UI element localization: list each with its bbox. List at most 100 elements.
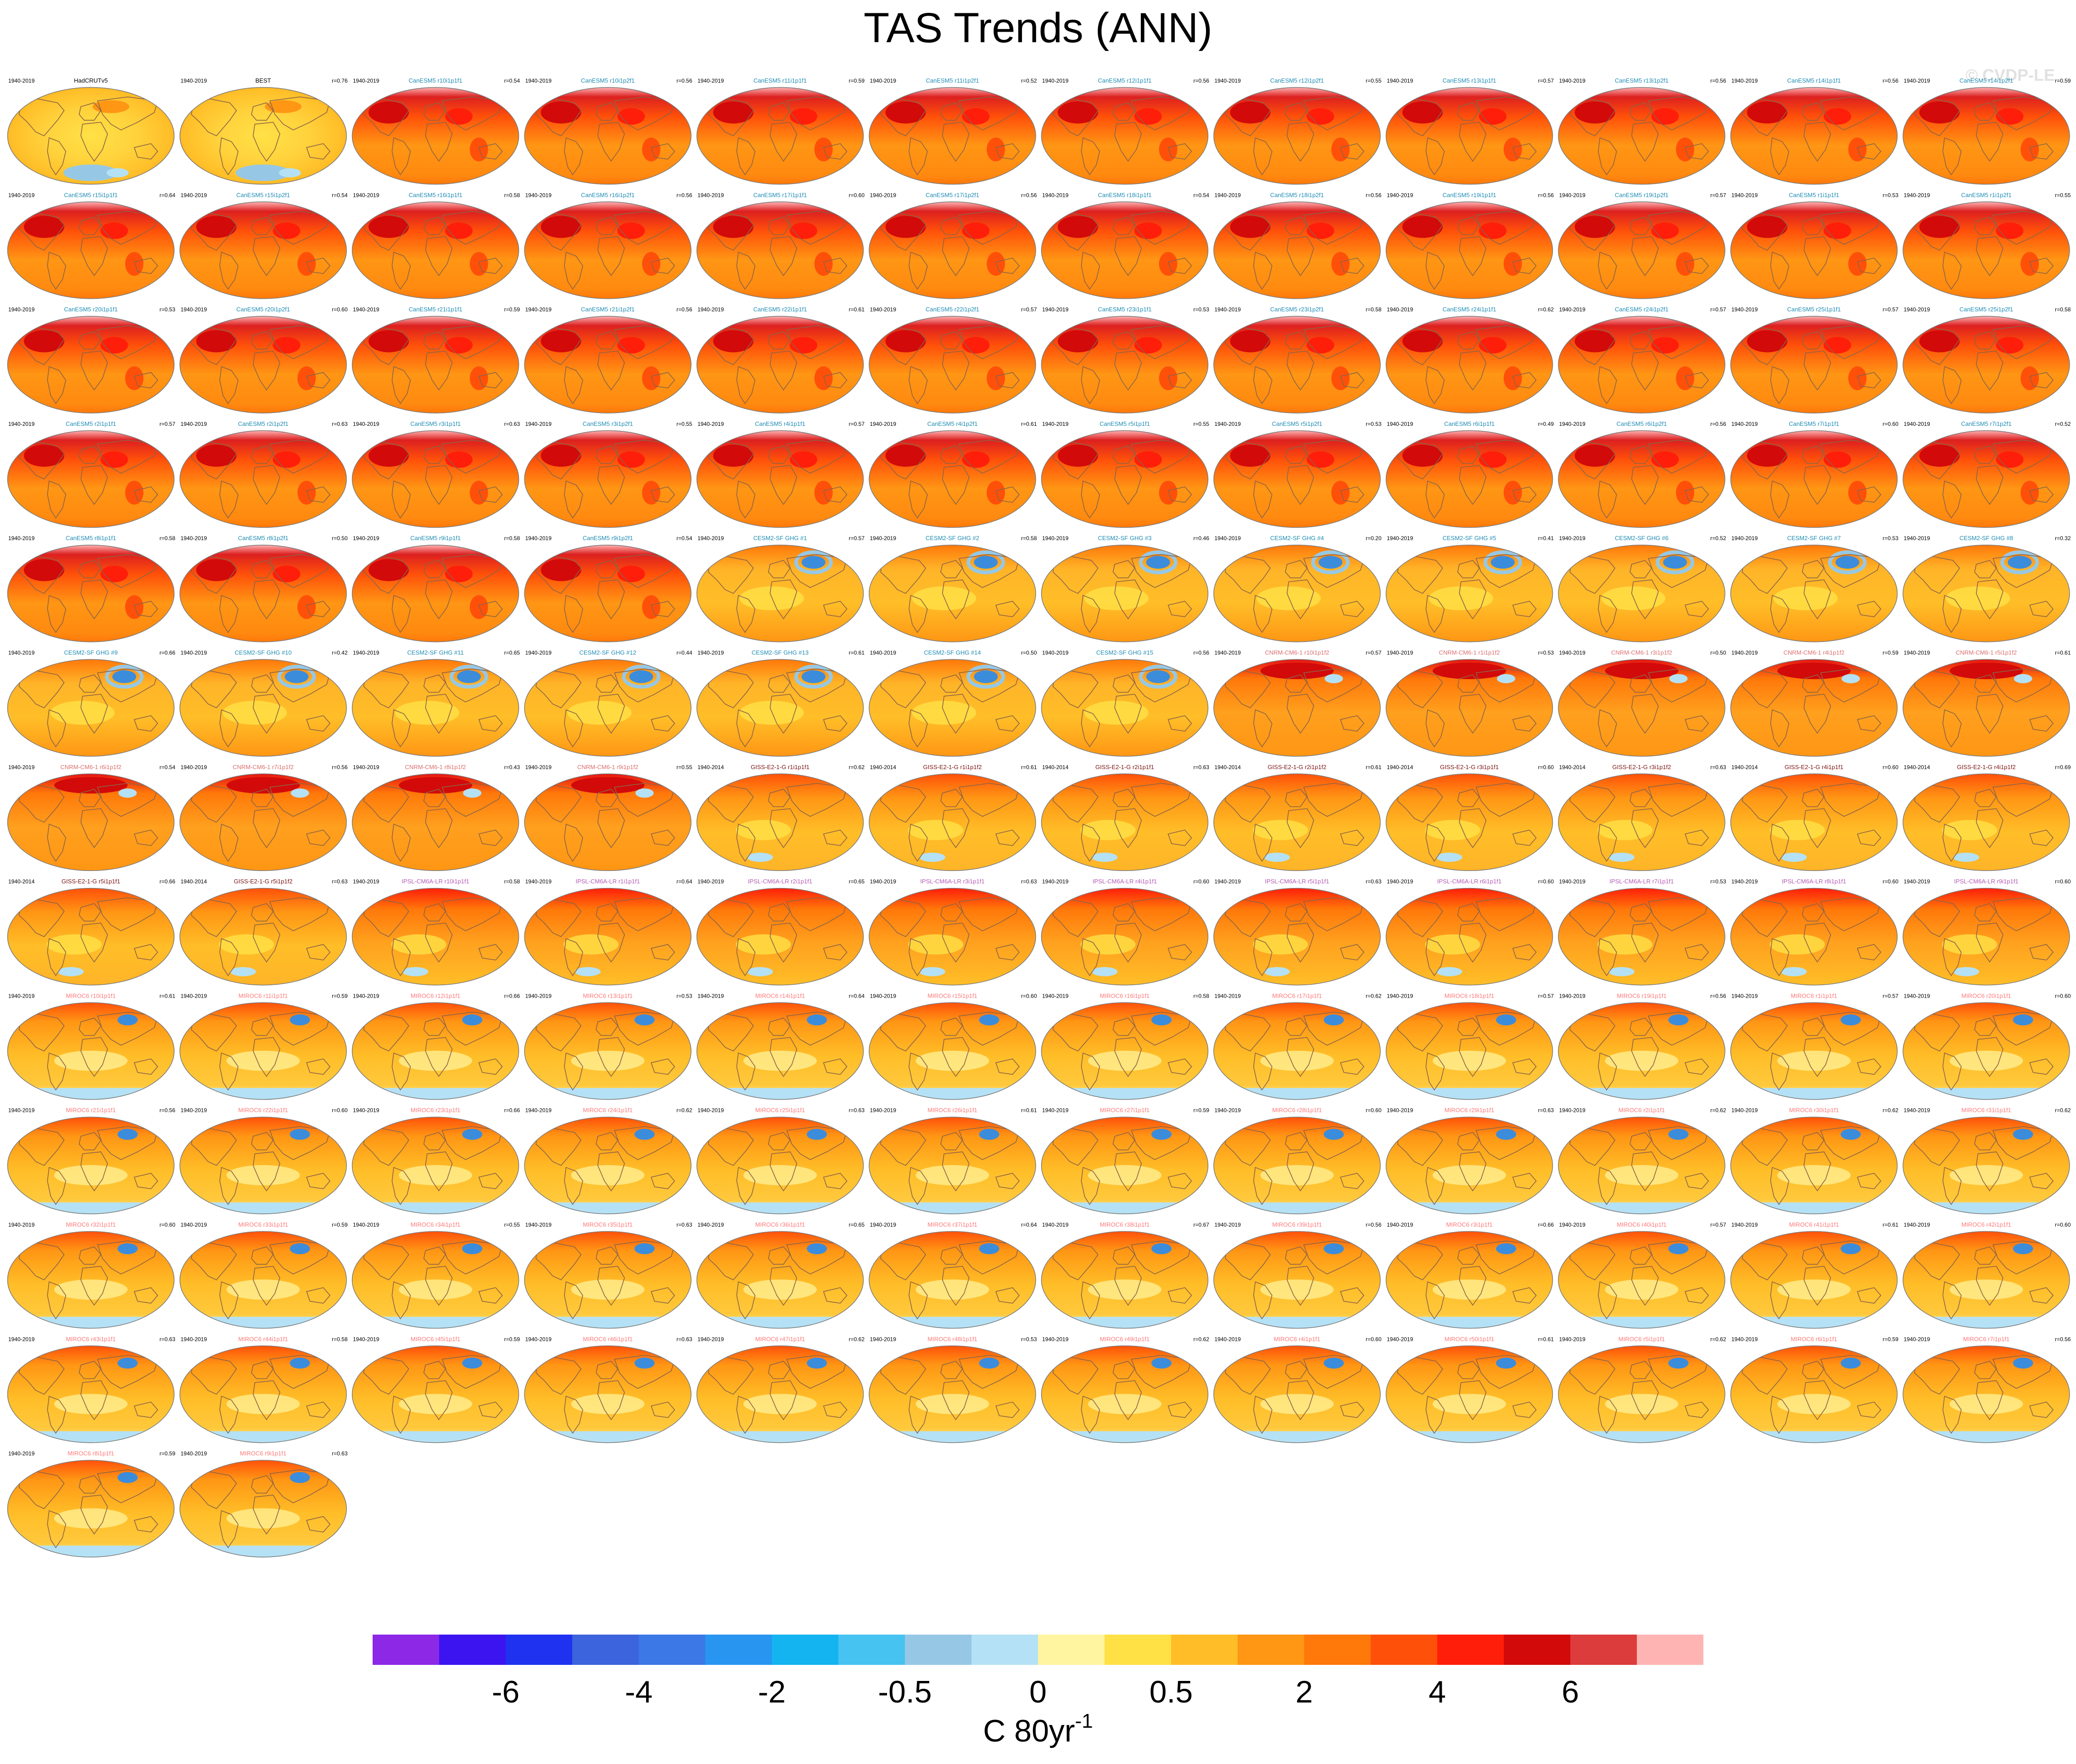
panel-title: CanESM5 r12i1p1f1	[1098, 77, 1151, 84]
coastline	[1476, 1241, 1536, 1274]
weak-warming-patch	[915, 1165, 989, 1185]
coastlines	[363, 554, 502, 632]
warming-patch	[885, 216, 926, 238]
cooling-patch	[979, 1357, 999, 1369]
coastline	[881, 1014, 926, 1051]
panel-title: CanESM5 r11i1p1f1	[753, 77, 807, 84]
coastline	[251, 332, 273, 349]
panel-correlation: r=0.64	[849, 993, 865, 999]
coastline	[1340, 601, 1364, 617]
colorbar-box	[1105, 1635, 1171, 1665]
cooling-band	[179, 1202, 347, 1214]
panel-map	[179, 888, 347, 986]
coastline	[770, 694, 797, 733]
panel-correlation: r=0.69	[2055, 764, 2071, 770]
trend-field	[1903, 87, 2070, 184]
coastline	[134, 601, 158, 617]
map-border	[7, 773, 175, 871]
panel-period: 1940-2019	[698, 535, 724, 541]
cooling-patch	[290, 1128, 310, 1140]
coastline	[1115, 465, 1141, 504]
coastline	[737, 824, 755, 861]
coastline	[1397, 213, 1442, 251]
coastline	[770, 1266, 797, 1305]
panel: 1940-2019 CanESM5 r11i1p1f1 r=0.59	[696, 77, 865, 185]
panel: 1940-2019 CanESM5 r6i1p1f1 r=0.49	[1385, 420, 1554, 528]
weak-warming-patch	[226, 1279, 300, 1300]
warming-patch	[24, 330, 65, 352]
coastline	[1770, 481, 1789, 518]
warming-patch	[368, 559, 409, 581]
coastlines	[1397, 326, 1536, 404]
coastline	[220, 824, 238, 861]
coastline	[2030, 1173, 2053, 1189]
panel-title: MIROC6 r18i1p1f1	[1445, 992, 1494, 999]
coastline	[1459, 694, 1486, 733]
panel-correlation: r=0.54	[160, 764, 176, 770]
panel: 1940-2019 IPSL-CM6A-LR r9i1p1f1 r=0.60	[1903, 878, 2071, 986]
cooling-patch	[279, 168, 301, 178]
coastline	[1770, 138, 1789, 175]
panel-title: CanESM5 r20i1p2f1	[236, 306, 290, 313]
coastline	[1513, 1402, 1536, 1418]
coastlines	[1225, 1241, 1364, 1319]
panel: 1940-2019 CESM2-SF GHG #15 r=0.56	[1041, 649, 1209, 757]
coastline	[47, 710, 66, 747]
warming-patch	[713, 216, 754, 238]
coastline	[959, 1012, 1019, 1045]
panel: 1940-2019 IPSL-CM6A-LR r5i1p1f1 r=0.63	[1213, 878, 1382, 986]
panel-correlation: r=0.53	[1538, 650, 1554, 656]
coastline	[943, 923, 969, 962]
panel-period: 1940-2019	[8, 650, 35, 656]
panel: 1940-2019 MIROC6 r34i1p1f1 r=0.55	[352, 1221, 520, 1329]
trend-field	[1041, 201, 1208, 299]
coastline	[1975, 904, 1996, 921]
panel-period: 1940-2019	[8, 535, 35, 541]
warming-patch	[368, 445, 409, 467]
panel-map	[1386, 1345, 1553, 1443]
panel: 1940-2019 MIROC6 r16i1p1f1 r=0.58	[1041, 992, 1209, 1100]
coastline	[1858, 1059, 1881, 1074]
panel-map	[1213, 87, 1381, 184]
panel-correlation: r=0.64	[1021, 1222, 1037, 1228]
panel-title: MIROC6 r42i1p1f1	[1961, 1221, 2011, 1228]
panel-period: 1940-2014	[1215, 764, 1241, 770]
coastline	[1340, 1402, 1364, 1418]
coastlines	[708, 554, 847, 632]
panel-correlation: r=0.67	[1194, 1222, 1210, 1228]
map-border	[1385, 773, 1553, 871]
map-border	[869, 1116, 1036, 1214]
coastline	[614, 326, 675, 359]
panel-map	[1386, 1002, 1553, 1100]
warming-patch	[125, 595, 144, 619]
coastline	[2030, 1402, 2053, 1418]
coastline	[363, 1243, 408, 1280]
map-border	[1903, 773, 2070, 871]
map-border	[7, 316, 175, 413]
weak-warming-patch	[1429, 586, 1493, 610]
map-border	[1041, 87, 1209, 185]
coastline	[536, 99, 581, 136]
panel-correlation: r=0.60	[160, 1222, 176, 1228]
panel-title: HadCRUTv5	[74, 77, 108, 84]
cooling-band	[352, 1088, 519, 1100]
coastline	[770, 237, 797, 276]
panel-map	[7, 87, 174, 184]
panel-map	[352, 773, 519, 871]
weak-warming-patch	[1260, 1394, 1334, 1414]
coastline	[1081, 824, 1099, 861]
coastline	[220, 252, 238, 290]
panel: 1940-2019 IPSL-CM6A-LR r2i1p1f1 r=0.65	[696, 878, 865, 986]
panel-period: 1940-2019	[1904, 78, 1931, 84]
coastline	[98, 669, 158, 702]
coastline	[1858, 715, 1881, 731]
panel-correlation: r=0.44	[676, 650, 692, 656]
panel-period: 1940-2019	[1042, 878, 1069, 885]
coastline	[270, 1012, 330, 1045]
cooling-patch	[1496, 1128, 1517, 1140]
coastline	[1476, 1012, 1536, 1045]
coastline	[1304, 554, 1364, 587]
panel-map	[1903, 1231, 2070, 1329]
panel-map	[524, 430, 692, 528]
map-border	[1558, 1231, 1725, 1329]
